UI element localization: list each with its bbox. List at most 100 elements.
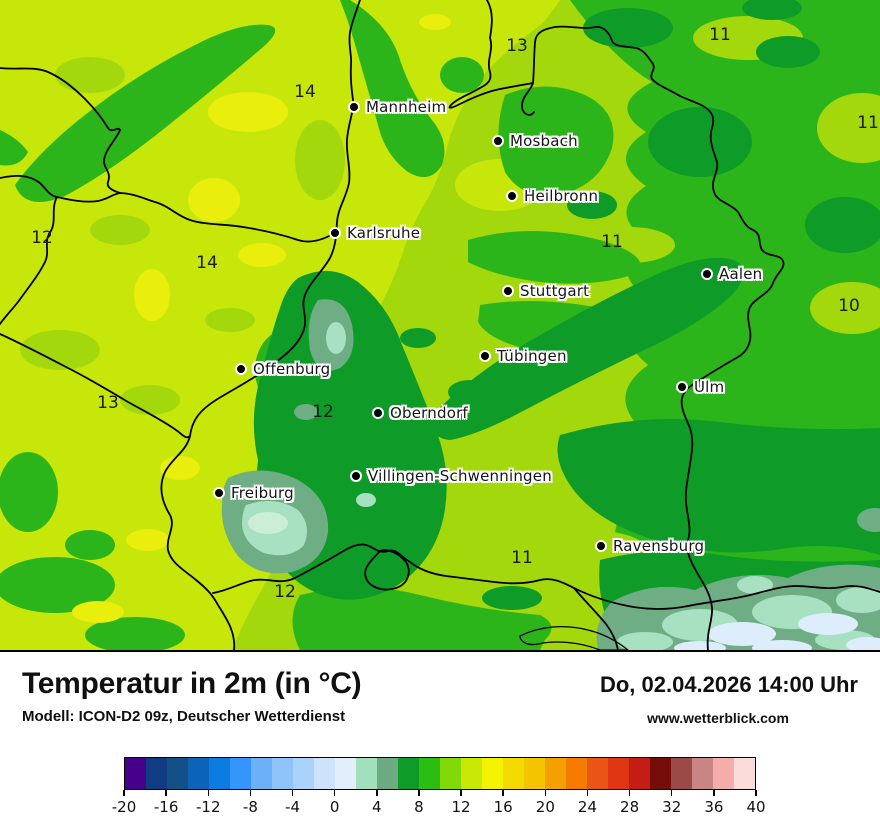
scale-segment <box>713 758 734 789</box>
city-dot-icon <box>701 268 713 280</box>
temp-value-label: 13 <box>97 393 119 413</box>
scale-tick <box>460 790 462 796</box>
border-lines <box>0 0 880 650</box>
scale-segment <box>608 758 629 789</box>
scale-tick-label: -12 <box>196 798 221 816</box>
scale-segment <box>293 758 314 789</box>
city-dot-icon <box>329 227 341 239</box>
scale-tick-label: -8 <box>242 798 258 816</box>
scale-tick-label: 0 <box>329 798 340 816</box>
city-label: Heilbronn <box>524 187 599 205</box>
temp-value-label: 11 <box>601 232 623 252</box>
temp-value-label: 10 <box>838 296 860 316</box>
scale-segment <box>188 758 209 789</box>
city-dot-icon <box>235 363 247 375</box>
city-dot-icon <box>595 540 607 552</box>
scale-tick-label: 8 <box>414 798 424 816</box>
city-dot-icon <box>502 285 514 297</box>
city-marker: Villingen-Schwenningen <box>350 467 552 485</box>
city-dot-icon <box>492 135 504 147</box>
temp-value-label: 11 <box>709 25 731 45</box>
temp-value-label: 12 <box>31 228 53 248</box>
scale-segment <box>461 758 482 789</box>
scale-segment <box>440 758 461 789</box>
scale-segment <box>251 758 272 789</box>
city-marker: Heilbronn <box>506 187 598 205</box>
temperature-field-layer <box>0 0 880 650</box>
city-marker: Aalen <box>701 265 762 283</box>
scale-tick <box>586 790 589 796</box>
scale-segment <box>734 758 755 789</box>
temp-value-label: 14 <box>294 82 316 102</box>
city-marker: Ulm <box>676 378 724 396</box>
temperature-map: Mannheim Mosbach Heilbronn Karlsruhe Stuttga… <box>0 0 880 652</box>
scale-segment <box>671 758 692 789</box>
scale-tick <box>713 790 715 796</box>
scale-tick-label: 24 <box>577 798 597 816</box>
temp-value-label: 12 <box>312 402 334 422</box>
temp-value-label: 11 <box>511 548 533 568</box>
city-label: Tübingen <box>497 347 567 365</box>
temperature-scale: -20 -16 -12 -8 -4 0 4 8 12 16 20 24 28 32 36 40 <box>112 757 766 817</box>
city-marker: Tübingen <box>479 347 567 365</box>
city-label: Aalen <box>719 265 763 283</box>
temp-value-label: 14 <box>196 253 218 273</box>
scale-segment <box>272 758 293 789</box>
scale-segment <box>482 758 503 789</box>
city-label: Ulm <box>694 378 725 396</box>
scale-segment <box>419 758 440 789</box>
city-dot-icon <box>348 101 360 113</box>
city-label: Karlsruhe <box>347 224 421 242</box>
scale-segment <box>629 758 650 789</box>
scale-tick <box>291 790 294 796</box>
scale-tick <box>755 790 757 796</box>
temp-value-label: 13 <box>506 36 528 56</box>
scale-tick <box>418 790 420 796</box>
scale-tick-label: 40 <box>746 798 766 816</box>
scale-segment <box>503 758 524 789</box>
city-marker: Mosbach <box>492 132 578 150</box>
scale-tick <box>544 790 547 796</box>
scale-tick-label: 4 <box>372 798 382 816</box>
scale-segment <box>146 758 167 789</box>
forecast-datetime: Do, 02.04.2026 14:00 Uhr <box>599 672 858 697</box>
city-marker: Stuttgart <box>502 282 589 300</box>
model-info: Modell: ICON-D2 09z, Deutscher Wetterdie… <box>22 708 346 725</box>
city-label: Mannheim <box>366 98 447 116</box>
scale-segment <box>230 758 251 789</box>
lake-constance-outline <box>519 626 630 650</box>
city-dot-icon <box>213 487 225 499</box>
city-label: Mosbach <box>510 132 578 150</box>
scale-tick-label: 16 <box>493 798 513 816</box>
scale-tick <box>333 790 336 796</box>
scale-tick <box>123 790 125 796</box>
scale-segment <box>398 758 419 789</box>
scale-tick <box>502 790 504 796</box>
scale-tick-label: 28 <box>620 798 640 816</box>
city-marker: Ravensburg <box>595 537 704 555</box>
scale-tick <box>249 790 252 796</box>
scale-tick-label: 20 <box>535 798 555 816</box>
temp-value-label: 12 <box>274 582 296 602</box>
city-marker: Freiburg <box>213 484 294 502</box>
scale-segment <box>587 758 608 789</box>
city-dot-icon <box>372 407 384 419</box>
city-label: Stuttgart <box>520 282 590 300</box>
scale-tick-label: -20 <box>111 798 137 816</box>
scale-tick-label: 32 <box>662 798 682 816</box>
scale-segment <box>167 758 188 789</box>
city-marker: Offenburg <box>235 360 330 378</box>
scale-segment <box>545 758 566 789</box>
scale-tick-label: 12 <box>451 798 471 816</box>
city-dot-icon <box>350 470 362 482</box>
scale-segment <box>335 758 356 789</box>
color-scale-bar <box>124 757 756 790</box>
scale-tick-label: -16 <box>153 798 179 816</box>
scale-tick-label: -4 <box>285 798 301 816</box>
page-title: Temperatur in 2m (in °C) <box>22 667 362 700</box>
scale-segment <box>650 758 671 789</box>
city-label: Offenburg <box>253 360 331 378</box>
city-label: Ravensburg <box>613 537 705 555</box>
scale-tick <box>670 790 673 796</box>
city-label: Freiburg <box>231 484 294 502</box>
